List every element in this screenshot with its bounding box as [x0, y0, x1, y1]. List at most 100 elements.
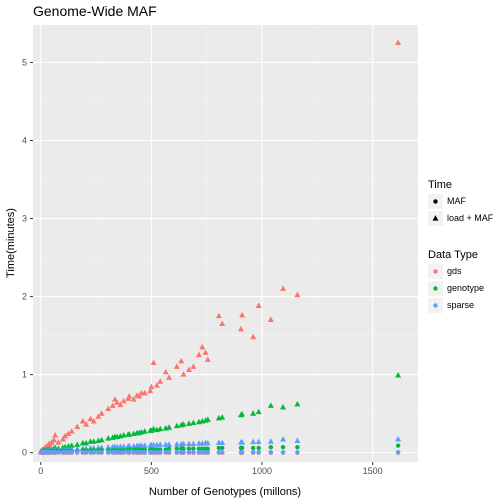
- data-point-sparse-circle: [166, 450, 172, 455]
- data-point-sparse-circle: [256, 450, 261, 455]
- data-point-sparse-circle: [142, 450, 147, 455]
- data-point-sparse-triangle: [267, 438, 274, 444]
- data-point-gds-triangle: [120, 397, 127, 404]
- data-point-sparse-triangle: [204, 439, 211, 446]
- legend-label-load-maf: load + MAF: [447, 213, 494, 223]
- data-point-sparse-circle: [131, 450, 136, 455]
- data-point-gds-triangle: [186, 366, 192, 372]
- data-point-gds-triangle: [83, 421, 90, 427]
- y-tick-label: 0: [22, 448, 27, 458]
- data-point-genotype-triangle: [255, 408, 262, 415]
- data-point-sparse-triangle: [250, 438, 257, 445]
- data-point-genotype-circle: [186, 446, 192, 451]
- data-point-genotype-circle: [200, 446, 205, 451]
- data-point-sparse-triangle: [219, 439, 226, 445]
- data-point-gds-triangle: [141, 389, 148, 396]
- data-point-sparse-circle: [114, 450, 120, 455]
- data-point-sparse-circle: [88, 450, 93, 455]
- legend-key-circle: [433, 199, 438, 204]
- grid-major: [33, 25, 418, 462]
- y-tick-label: 4: [22, 135, 27, 145]
- data-point-gds-triangle: [59, 435, 66, 442]
- data-point-sparse-triangle: [280, 435, 286, 442]
- plot-panel: [33, 25, 418, 462]
- data-point-genotype-triangle: [395, 371, 402, 378]
- data-point-genotype-circle: [166, 446, 172, 451]
- legend-key-triangle: [432, 215, 439, 221]
- data-point-sparse-triangle: [190, 440, 197, 447]
- data-point-sparse-circle: [66, 450, 71, 455]
- data-point-gds-triangle: [173, 363, 180, 369]
- y-tick-label: 5: [22, 57, 27, 67]
- data-point-genotype-circle: [219, 445, 225, 451]
- data-point-genotype-triangle: [239, 410, 246, 417]
- legend-label-genotype: genotype: [447, 283, 484, 293]
- data-point-gds-triangle: [238, 325, 244, 332]
- x-tick-label: 1000: [252, 466, 272, 476]
- data-point-gds-triangle: [162, 368, 169, 375]
- data-point-genotype-triangle: [267, 402, 274, 408]
- data-point-genotype-circle: [250, 445, 256, 451]
- data-point-sparse-triangle: [395, 435, 402, 442]
- data-point-gds-triangle: [178, 357, 185, 364]
- data-point-sparse-circle: [75, 450, 80, 455]
- data-point-sparse-circle: [295, 450, 300, 455]
- data-point-gds-triangle: [190, 363, 197, 369]
- data-point-gds-triangle: [74, 423, 81, 429]
- data-point-genotype-triangle: [68, 442, 75, 448]
- data-point-gds-triangle: [166, 374, 173, 380]
- data-point-sparse-triangle: [173, 441, 180, 447]
- legend-data-type: Data Type gds genotype sparse: [428, 249, 484, 313]
- data-point-gds-triangle: [95, 413, 102, 419]
- y-axis-ticks: 0 1 2 3 4 5: [22, 57, 33, 458]
- data-point-genotype-triangle: [219, 414, 226, 420]
- y-tick-label: 3: [22, 214, 27, 224]
- data-point-sparse-triangle: [166, 441, 173, 447]
- data-point-gds-triangle: [52, 432, 59, 438]
- data-point-genotype-triangle: [250, 410, 257, 416]
- data-point-genotype-circle: [295, 444, 300, 450]
- data-point-gds-triangle: [239, 311, 246, 318]
- x-tick-label: 0: [38, 466, 43, 476]
- data-point-sparse-circle: [158, 450, 163, 455]
- data-point-genotype-triangle: [126, 431, 133, 437]
- data-point-gds-triangle: [87, 415, 94, 422]
- data-point-genotype-triangle: [90, 438, 97, 444]
- legend-time-keys: [428, 194, 443, 226]
- data-point-gds-triangle: [62, 432, 69, 439]
- data-point-sparse-circle: [121, 450, 126, 455]
- data-point-genotype-circle: [191, 446, 196, 451]
- data-point-sparse-circle: [205, 450, 210, 455]
- data-point-gds-triangle: [204, 356, 211, 362]
- data-point-gds-triangle: [136, 393, 143, 399]
- data-point-genotype-triangle: [190, 419, 197, 426]
- legend-label-maf: MAF: [447, 196, 467, 206]
- data-point-sparse-circle: [250, 450, 256, 455]
- data-point-gds-triangle: [294, 291, 301, 298]
- data-point-genotype-triangle: [105, 435, 112, 441]
- x-tick-label: 1500: [363, 466, 383, 476]
- data-point-sparse-circle: [154, 450, 160, 455]
- data-point-sparse-triangle: [105, 444, 112, 450]
- data-point-genotype-triangle: [204, 416, 211, 422]
- data-point-genotype-circle: [205, 446, 210, 451]
- data-point-sparse-circle: [163, 450, 168, 455]
- data-point-sparse-triangle: [98, 444, 105, 451]
- data-point-gds-triangle: [109, 402, 116, 408]
- data-point-gds-triangle: [250, 333, 257, 340]
- data-point-sparse-triangle: [180, 440, 187, 447]
- data-point-genotype-triangle: [157, 425, 164, 432]
- data-point-sparse-triangle: [120, 443, 127, 449]
- data-point-gds-triangle: [267, 316, 274, 323]
- y-tick-label: 1: [22, 370, 27, 380]
- legend-label-gds: gds: [447, 266, 462, 276]
- data-point-sparse-triangle: [157, 441, 164, 447]
- data-point-sparse-circle: [62, 450, 68, 455]
- data-point-genotype-triangle: [166, 424, 173, 430]
- data-point-genotype-triangle: [294, 400, 301, 407]
- data-point-gds-triangle: [195, 351, 202, 358]
- x-tick-label: 500: [144, 466, 159, 476]
- data-point-genotype-triangle: [280, 403, 286, 410]
- data-point-sparse-circle: [52, 450, 58, 455]
- data-point-genotype-triangle: [83, 439, 90, 446]
